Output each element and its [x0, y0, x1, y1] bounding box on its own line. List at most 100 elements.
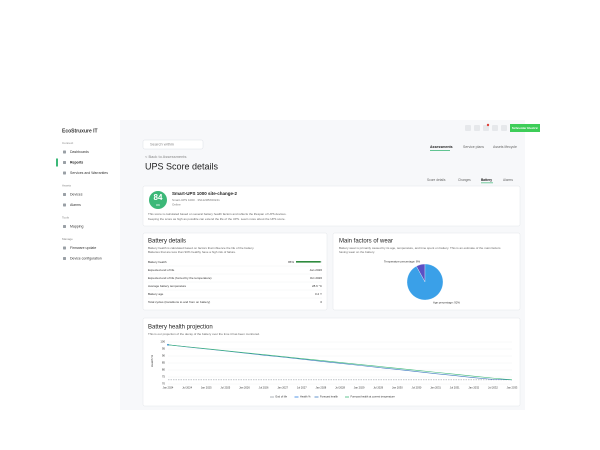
x-tick-label: Jan 2026 [239, 386, 250, 390]
x-tick-label: Jan 2031 [430, 386, 441, 390]
badge [486, 123, 490, 127]
nav-item[interactable]: Alarms [70, 203, 81, 207]
row-value: 0.2 Y [315, 292, 322, 296]
legend-label: End of life [276, 395, 288, 399]
nav-section: Manage [62, 237, 73, 241]
card-description: Batteries that are less than 90% healthy… [148, 250, 236, 254]
x-tick-label: Jul 2024 [182, 386, 192, 390]
nav-icon [63, 203, 66, 207]
nav-item[interactable]: Firmware update [70, 246, 96, 250]
card-description: Battery health is calculated based on fa… [148, 246, 254, 250]
score-value: 84 [154, 193, 163, 202]
brand-name: Schneider Electric [512, 126, 539, 130]
nav-item[interactable]: Services and Warranties [70, 171, 108, 175]
brand-logo [510, 124, 540, 132]
nav-section: Tools [62, 215, 70, 219]
device-name: Smart-UPS 1000 site-change-2 [172, 191, 238, 196]
icon[interactable] [474, 125, 480, 131]
nav-icon [63, 161, 66, 164]
legend-label: Forecast health at current temperature [351, 395, 396, 399]
series-line [167, 344, 513, 381]
icon[interactable] [501, 125, 507, 131]
row-label: Battery health [148, 260, 167, 264]
search-placeholder: Search within [150, 142, 174, 147]
device-meta: Smart-UPS 1000 · 3S1123BX00241 [172, 198, 220, 202]
y-tick-label: 70 [162, 382, 166, 386]
top-tab[interactable]: Assets lifecycle [493, 145, 517, 149]
nav-item[interactable]: Reports [70, 160, 83, 164]
top-tab[interactable]: Service plans [463, 145, 484, 149]
nav-icon [63, 225, 66, 228]
tab-underline [430, 150, 450, 151]
icon[interactable] [492, 125, 498, 131]
x-tick-label: Jul 2032 [488, 386, 498, 390]
page-tab[interactable]: Alarms [503, 178, 513, 182]
score-description: This score is calculated based on severa… [148, 212, 287, 216]
row-value: Jan 2026 [310, 268, 323, 272]
row-label: Expected end of life [148, 268, 175, 272]
x-tick-label: Jul 2028 [335, 386, 345, 390]
score-card [142, 185, 521, 227]
x-tick-label: Jan 2025 [201, 386, 212, 390]
page-tab[interactable]: Battery [481, 178, 492, 182]
x-tick-label: Jan 2028 [316, 386, 327, 390]
pie-label: Temperature percentage: 8% [384, 260, 421, 264]
x-tick-label: Jul 2031 [450, 386, 460, 390]
x-tick-label: Jan 2027 [277, 386, 288, 390]
row-label: Total cycles (transitions to and from on… [148, 300, 210, 304]
pie-label: Age percentage: 92% [433, 301, 460, 305]
card-description: Battery wear is primarily caused by its … [339, 246, 501, 250]
breadcrumb[interactable]: < Back to Assessments [145, 154, 186, 159]
battery-card [142, 232, 328, 311]
search-box[interactable] [142, 139, 204, 150]
nav-item[interactable]: Dashboards [70, 150, 89, 154]
sidebar [55, 120, 120, 410]
nav-section: Assets [62, 183, 72, 187]
card-description: This is our projection of the decay of t… [148, 332, 260, 336]
row-value: Oct 2026 [310, 276, 323, 280]
x-tick-label: Jul 2029 [373, 386, 383, 390]
nav-item[interactable]: Device configuration [70, 256, 102, 260]
row-value: 95% [288, 260, 294, 264]
nav-item[interactable]: Mapping [70, 224, 83, 228]
nav-icon [63, 257, 66, 260]
card-title: Battery details [148, 239, 186, 245]
score-badge [149, 191, 167, 209]
icon[interactable] [465, 125, 471, 131]
x-tick-label: Jan 2033 [507, 386, 518, 390]
page-tab[interactable]: Score details [427, 178, 446, 182]
card-title: Battery health projection [148, 325, 213, 331]
x-tick-label: Jul 2025 [220, 386, 230, 390]
x-tick-label: Jan 2029 [354, 386, 365, 390]
y-tick-label: 90 [162, 354, 166, 358]
score-description: Keeping the score as high as possible ca… [148, 217, 286, 221]
tab-underline [481, 182, 493, 184]
x-tick-label: Jan 2024 [163, 386, 174, 390]
row-label: Average battery temperature [148, 284, 186, 288]
legend-label: Health % [300, 395, 311, 399]
row-label: Battery age [148, 292, 164, 296]
health-bar [296, 261, 321, 263]
y-tick-label: 95 [162, 347, 166, 351]
y-tick-label: 75 [162, 375, 166, 379]
x-tick-label: Jul 2030 [412, 386, 422, 390]
icon[interactable] [483, 125, 489, 131]
x-tick-label: Jan 2032 [468, 386, 479, 390]
nav-section: Connect [62, 141, 73, 145]
legend-label: Forecast health [320, 395, 338, 399]
logo: EcoStruxure IT [62, 128, 98, 134]
x-tick-label: Jul 2027 [297, 386, 307, 390]
y-tick-label: 80 [162, 368, 166, 372]
x-tick-label: Jan 2030 [392, 386, 403, 390]
nav-item[interactable]: Devices [70, 192, 83, 196]
top-tab[interactable]: Assessments [430, 145, 453, 149]
page-title: UPS Score details [145, 161, 219, 171]
row-label: Expected end of life (forced by the temp… [148, 276, 212, 280]
device-meta: Online [172, 202, 181, 206]
y-tick-label: 100 [160, 340, 165, 344]
page-tab[interactable]: Changes [458, 178, 471, 182]
nav-active [56, 158, 58, 167]
pie-slice [406, 263, 444, 301]
score-status: OK [156, 203, 160, 207]
